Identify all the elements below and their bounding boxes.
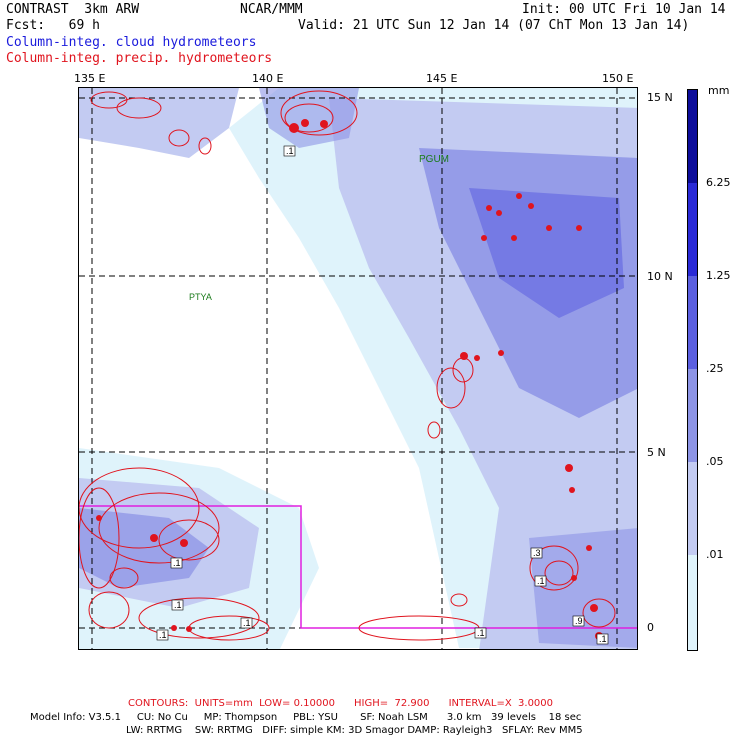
precip-core <box>96 515 102 521</box>
precip-core <box>590 604 598 612</box>
lat-label: 0 <box>647 621 654 634</box>
precip-core <box>301 119 309 127</box>
precip-core <box>496 210 502 216</box>
precip-core <box>180 539 188 547</box>
station-pgum: PGUM <box>419 154 449 165</box>
precip-core <box>571 575 577 581</box>
lon-label: 150 E <box>602 72 634 85</box>
precip-contours <box>79 90 616 641</box>
map-svg: .1 .1 .1 .1 .3 .1 .9 .1 .1 .1 PGUM PTYA <box>79 88 637 649</box>
precip-core <box>565 464 573 472</box>
precip-core <box>320 120 328 128</box>
contour-label: .9 <box>575 616 583 626</box>
precip-contour <box>582 598 616 628</box>
precip-core <box>486 205 492 211</box>
legend-swatch <box>688 276 697 369</box>
precip-contour <box>138 597 260 639</box>
precip-core <box>474 355 480 361</box>
legend-swatch <box>688 555 697 650</box>
precip-contour <box>158 519 220 561</box>
model-info-line1: Model Info: V3.5.1 CU: No Cu MP: Thompso… <box>30 712 582 723</box>
precip-core <box>569 487 575 493</box>
precip-contour <box>529 545 579 591</box>
precip-contour <box>198 137 212 155</box>
legend-swatch <box>688 462 697 555</box>
precip-core <box>511 235 517 241</box>
contour-label: .1 <box>173 558 181 568</box>
precip-core <box>171 625 177 631</box>
precip-field-label: Column-integ. precip. hydrometeors <box>6 51 273 66</box>
legend-level: .05 <box>706 455 724 468</box>
contour-label: .3 <box>533 548 541 558</box>
legend-swatch <box>688 90 697 183</box>
precip-contour <box>109 567 139 589</box>
contour-label: .1 <box>599 634 607 644</box>
precip-contour <box>168 129 190 147</box>
precip-core <box>186 626 192 632</box>
contour-label: .1 <box>477 628 485 638</box>
precip-contour <box>427 421 441 439</box>
precip-core <box>528 203 534 209</box>
legend-colorbar <box>687 89 698 651</box>
contour-label: .1 <box>286 146 294 156</box>
legend-level: 6.25 <box>706 176 731 189</box>
cloud-field-label: Column-integ. cloud hydrometeors <box>6 35 257 50</box>
contour-label: .1 <box>159 630 167 640</box>
contour-label: .1 <box>243 618 251 628</box>
precip-contour <box>450 593 468 607</box>
lon-label: 140 E <box>252 72 284 85</box>
precip-contour <box>88 591 130 629</box>
precip-contour <box>79 487 120 589</box>
valid-time: Valid: 21 UTC Sun 12 Jan 14 (07 ChT Mon … <box>298 18 690 33</box>
cloud-region-se-dense <box>529 528 637 648</box>
precip-core <box>586 545 592 551</box>
org-label: NCAR/MMM <box>240 2 303 17</box>
lat-label: 15 N <box>647 91 673 104</box>
legend-swatch <box>688 183 697 276</box>
legend-level: 1.25 <box>706 269 731 282</box>
precip-core <box>546 225 552 231</box>
lat-label: 10 N <box>647 270 673 283</box>
station-ptya: PTYA <box>189 292 212 302</box>
cloud-region-nw <box>79 88 239 158</box>
legend-level: .01 <box>706 548 724 561</box>
model-info-line2: LW: RRTMG SW: RRTMG DIFF: simple KM: 3D … <box>126 725 583 736</box>
contour-labels: .1 .1 .1 .1 .3 .1 .9 .1 .1 .1 <box>156 145 609 645</box>
precip-core <box>150 534 158 542</box>
cloud-region-core <box>469 188 624 318</box>
map-panel: .1 .1 .1 .1 .3 .1 .9 .1 .1 .1 PGUM PTYA <box>78 87 638 650</box>
precip-core <box>498 350 504 356</box>
inner-domain-box <box>79 505 637 629</box>
contour-label: .1 <box>537 576 545 586</box>
precip-contour <box>280 90 358 136</box>
precip-core <box>481 235 487 241</box>
precip-contour <box>79 467 200 549</box>
model-title: CONTRAST 3km ARW <box>6 2 140 17</box>
precip-core <box>460 352 468 360</box>
legend-swatch <box>688 369 697 462</box>
forecast-hour: Fcst: 69 h <box>6 18 100 33</box>
precip-contour <box>284 103 334 133</box>
precip-core <box>576 225 582 231</box>
init-time: Init: 00 UTC Fri 10 Jan 14 <box>522 2 726 17</box>
cloud-shading <box>79 88 637 649</box>
lat-label: 5 N <box>647 446 666 459</box>
lon-label: 145 E <box>426 72 458 85</box>
precip-core <box>516 193 522 199</box>
precip-contour <box>116 97 162 119</box>
lon-label: 135 E <box>74 72 106 85</box>
contour-label: .1 <box>174 600 182 610</box>
precip-contour <box>544 560 574 586</box>
contour-info: CONTOURS: UNITS=mm LOW= 0.10000 HIGH= 72… <box>128 698 554 709</box>
legend-unit: mm <box>708 84 730 97</box>
precip-contour <box>436 367 466 409</box>
precip-contour <box>98 492 220 564</box>
precip-core <box>289 123 299 133</box>
legend-level: .25 <box>706 362 724 375</box>
